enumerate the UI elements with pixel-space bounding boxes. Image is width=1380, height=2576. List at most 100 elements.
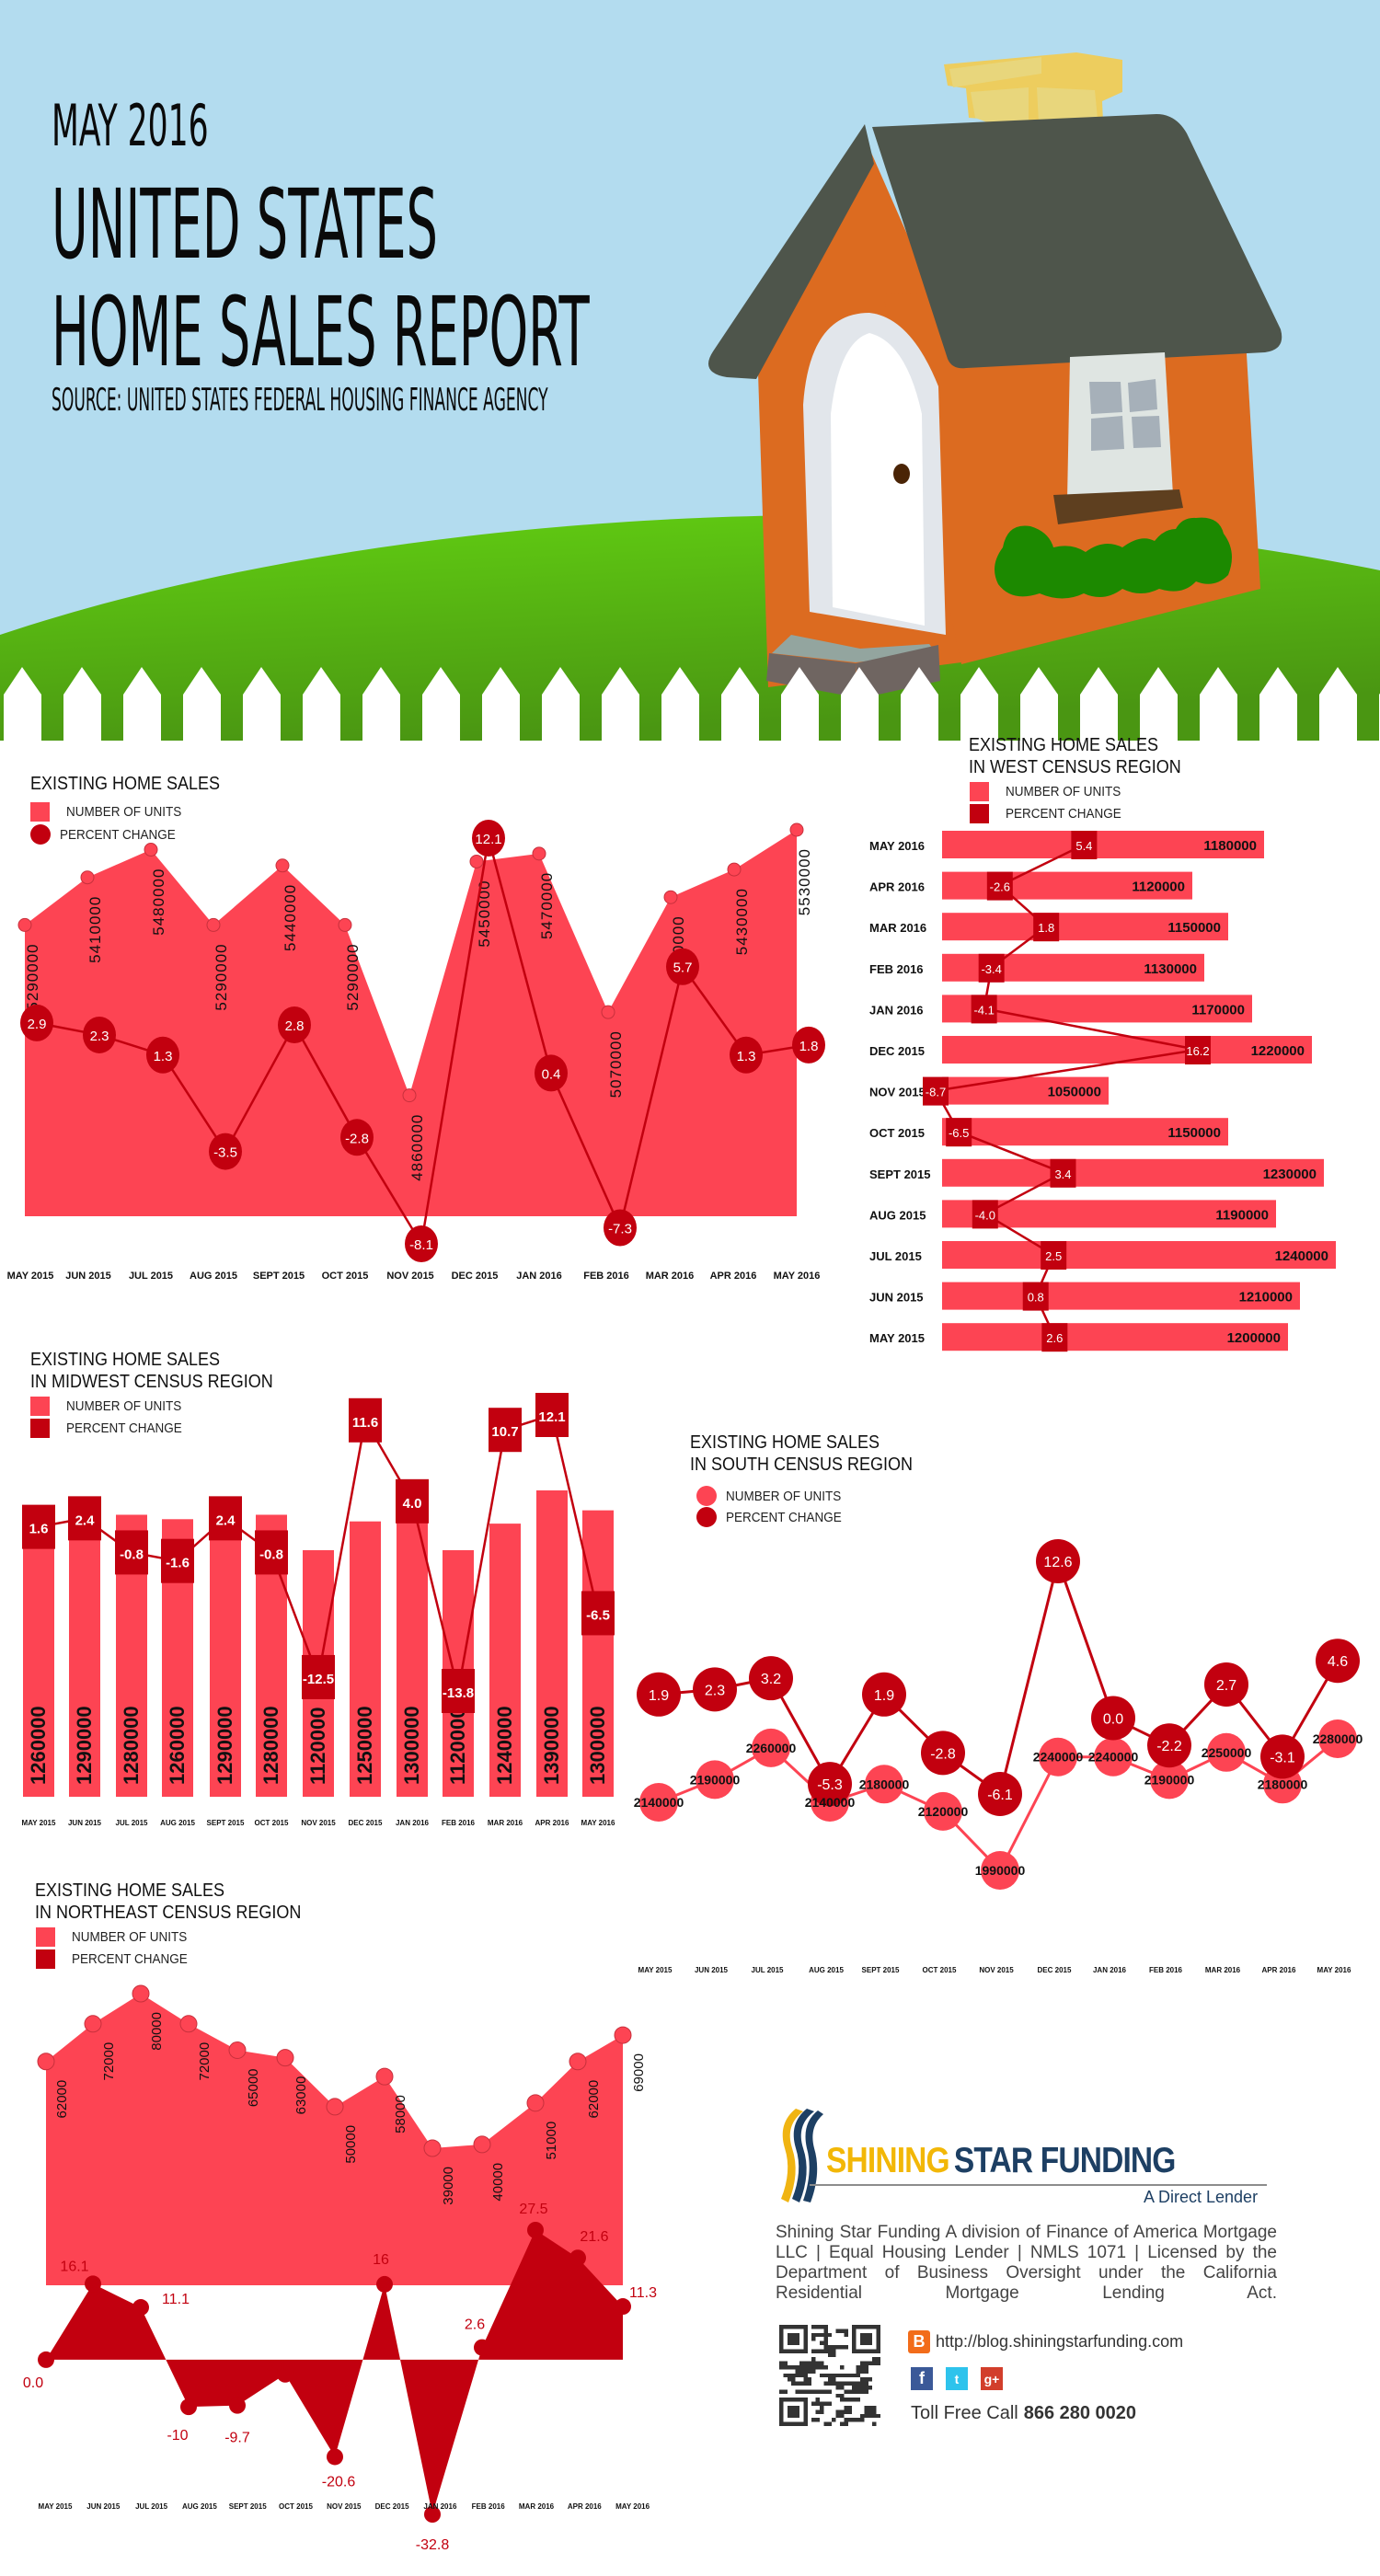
percent-label: 5.7 [673,960,693,976]
facebook-icon[interactable]: f [911,2367,933,2390]
units-point [275,858,290,873]
qr-module [799,2373,804,2378]
qr-module [844,2389,848,2394]
x-axis-label: DEC 2015 [1038,1966,1072,1974]
qr-module [823,2421,828,2426]
bar [210,1512,241,1797]
percent-label: 5.4 [1075,839,1092,853]
fence-picket [721,667,759,741]
twitter-icon[interactable]: t [946,2367,968,2390]
qr-module [823,2345,828,2350]
qr-module [815,2349,820,2353]
qr-module [811,2349,816,2353]
qr-module [791,2381,796,2386]
qr-module [820,2349,824,2353]
percent-marker [115,1530,148,1575]
qr-module [827,2345,833,2350]
x-axis-label: JUN 2015 [695,1966,729,1974]
bar [942,1158,1324,1187]
percent-label: 11.1 [162,2292,190,2307]
bar-value-label: 1260000 [27,1706,50,1785]
door [831,333,925,626]
bar [942,913,1228,941]
qr-module [815,2409,820,2414]
south-legend-units: NUMBER OF UNITS [696,1486,854,1506]
qr-module [840,2393,845,2398]
blog-url[interactable]: http://blog.shiningstarfunding.com [936,2332,1184,2351]
y-axis-label: MAY 2015 [869,1331,925,1345]
units-marker [981,1851,1019,1890]
northeast-legend-percent: PERCENT CHANGE [36,1949,201,1969]
percent-point [376,2275,393,2293]
qr-module [844,2381,848,2386]
bar-value-label: 1240000 [493,1706,516,1785]
qr-module [860,2413,865,2419]
qr-module [799,2369,804,2374]
bar-value-label: 1180000 [1203,838,1257,854]
fence-picket [901,667,938,741]
bar [23,1519,54,1797]
fence-picket [1319,667,1357,741]
bar [582,1510,614,1797]
bar-value-label: 1130000 [1144,961,1197,977]
fence-picket [841,667,879,741]
percent-marker [22,1504,55,1549]
qr-module [840,2413,845,2419]
x-axis-label: MAY 2015 [638,1966,673,1974]
brand-tagline: A Direct Lender [1144,2188,1259,2206]
qr-module [820,2365,824,2370]
units-label: 2180000 [859,1777,910,1791]
qr-module [864,2377,868,2382]
qr-module [820,2332,824,2338]
qr-code-icon[interactable] [777,2325,882,2426]
fence-picket [1200,667,1237,741]
brand-name-part2: STAR FUNDING [953,2141,1176,2180]
percent-label: -10 [167,2428,188,2444]
percent-marker [209,1496,242,1541]
south-title-line1: EXISTING HOME SALES [690,1432,880,1453]
legend-swatch-units [30,802,50,822]
qr-module [815,2365,820,2370]
qr-module [835,2386,840,2390]
units-marker [639,1783,678,1823]
bar-value-label: 1290000 [213,1706,236,1785]
qr-module [856,2418,860,2422]
x-axis-label: APR 2016 [535,1819,569,1827]
percent-label: 2.7 [1216,1678,1236,1694]
percent-marker [1204,1662,1248,1707]
blog-link[interactable]: B http://blog.shiningstarfunding.com [908,2330,1183,2353]
qr-module [779,2389,784,2394]
qr-module [820,2406,824,2410]
qr-module [820,2409,824,2414]
percent-label: -3.1 [1270,1750,1295,1765]
percent-marker [986,871,1013,901]
qr-module [864,2389,868,2394]
google-plus-icon[interactable]: g+ [981,2367,1003,2390]
qr-module [815,2398,820,2402]
qr-module [795,2365,799,2370]
qr-module [864,2365,868,2370]
qr-module [783,2373,788,2378]
qr-module [864,2369,868,2374]
qr-module [815,2389,820,2394]
percent-label: 2.4 [216,1512,236,1528]
blogger-icon[interactable]: B [908,2330,930,2353]
qr-module [832,2349,836,2353]
midwest-chart: 1260000 1290000 1280000 1260000 1290000 12800… [22,1393,615,1827]
fence-picket [123,667,161,741]
qr-module [815,2325,820,2329]
percent-label: 1.8 [1038,921,1054,935]
y-axis-label: JUL 2015 [869,1249,922,1263]
bar [942,1036,1312,1064]
units-label: 72000 [101,2042,117,2081]
percent-label: -2.8 [345,1131,369,1146]
percent-label: -8.1 [409,1237,433,1253]
roof [872,114,1282,369]
phone-number[interactable]: 866 280 0020 [1023,2403,1137,2423]
qr-module [799,2389,804,2394]
qr-module [856,2365,860,2370]
qr-module [864,2413,868,2419]
qr-module [852,2418,857,2422]
qr-module [860,2369,865,2374]
percent-label: 11.3 [629,2285,657,2301]
